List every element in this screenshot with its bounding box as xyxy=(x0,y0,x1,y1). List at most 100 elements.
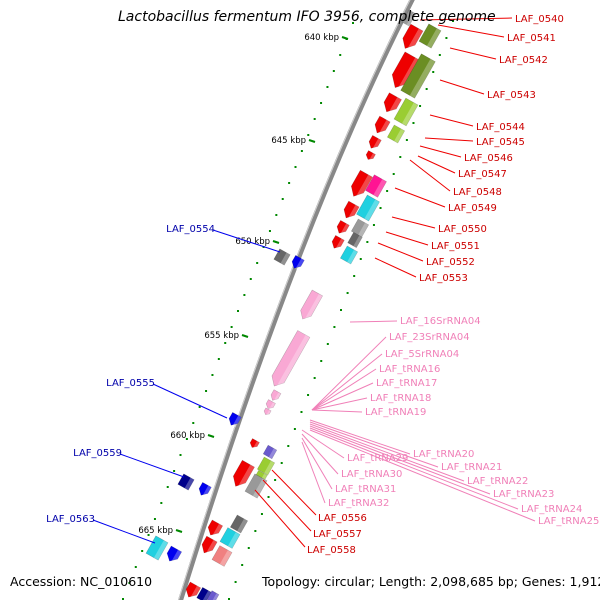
gene-feature-shape xyxy=(402,23,424,49)
kbp-tick-mark xyxy=(272,240,280,244)
gene-feature-shape xyxy=(228,411,242,426)
gene-feature-highlight xyxy=(347,249,358,265)
rna-leader-line xyxy=(311,397,368,411)
rna-label: LAF_tRNA32 xyxy=(328,498,389,509)
inner-tick-track-dot xyxy=(307,394,310,396)
inner-tick-track-dot xyxy=(438,54,441,56)
gene-feature-shape xyxy=(365,150,376,160)
inner-tick-track-dot xyxy=(274,479,277,481)
inner-tick-track-dot xyxy=(386,190,389,192)
inner-tick-track-dot xyxy=(313,377,316,379)
gene-feature xyxy=(365,174,387,198)
inner-tick-track-dot xyxy=(399,156,402,158)
outer-tick-track-dot xyxy=(217,358,220,360)
gene-leader-line xyxy=(419,145,462,158)
gene-label-LAF_0548: LAF_0548 xyxy=(453,187,502,198)
rna-label: LAF_tRNA18 xyxy=(370,393,431,404)
inner-tick-track-dot xyxy=(405,139,408,141)
rna-leader-line xyxy=(311,353,383,411)
gene-feature xyxy=(145,535,169,561)
gene-feature-highlight xyxy=(280,252,291,266)
gene-feature-highlight xyxy=(212,523,223,539)
inner-tick-track-dot xyxy=(372,224,375,226)
inner-tick-track-dot xyxy=(419,105,422,107)
gene-feature-highlight xyxy=(227,532,241,549)
outer-tick-track-dot xyxy=(185,438,188,440)
gene-feature-shape xyxy=(374,115,391,134)
inner-tick-track-dot xyxy=(260,513,263,515)
inner-tick-track-dot xyxy=(425,88,428,90)
gene-feature-highlight xyxy=(276,334,310,390)
gene-feature-shape xyxy=(198,481,212,496)
outer-tick-track-dot xyxy=(307,134,310,136)
kbp-label: 665 kbp xyxy=(138,526,173,536)
inner-tick-track-dot xyxy=(267,496,270,498)
rna-leader-line xyxy=(301,433,339,475)
outer-tick-track-dot xyxy=(205,390,208,392)
gene-feature xyxy=(347,231,363,249)
gene-feature-highlight xyxy=(409,58,436,99)
rna-label: LAF_tRNA23 xyxy=(493,489,554,500)
gene-feature-shape xyxy=(339,245,359,265)
gene-feature-shape xyxy=(201,535,218,554)
gene-feature xyxy=(166,545,183,565)
outer-tick-track-dot xyxy=(141,550,144,552)
gene-feature xyxy=(233,459,255,490)
gene-feature-highlight xyxy=(358,222,369,238)
gene-feature xyxy=(219,527,241,549)
rna-leader-line xyxy=(301,429,345,459)
inner-tick-track-dot xyxy=(445,37,448,39)
gene-feature-highlight xyxy=(232,415,242,428)
gene-feature xyxy=(400,53,436,99)
gene-feature-highlight xyxy=(373,179,387,198)
rna-label: LAF_tRNA25 xyxy=(538,516,599,527)
inner-tick-track-dot xyxy=(366,241,369,243)
outer-tick-track-dot xyxy=(352,22,354,24)
gene-label: LAF_0555 xyxy=(106,378,155,389)
map-title: Lactobacillus fermentum IFO 3956, comple… xyxy=(118,9,496,25)
inner-tick-track-dot xyxy=(452,20,454,22)
outer-tick-track-dot xyxy=(332,70,335,72)
gene-feature-shape xyxy=(368,134,382,149)
outer-tick-track-dot xyxy=(192,422,195,424)
gene-feature xyxy=(256,456,276,476)
gene-feature-shape xyxy=(383,92,402,113)
outer-tick-track-dot xyxy=(160,502,163,504)
inner-tick-track-dot xyxy=(300,411,303,413)
gene-label-LAF_0544: LAF_0544 xyxy=(476,122,525,133)
gene-feature-shape xyxy=(418,23,442,49)
gene-feature-shape xyxy=(145,535,169,561)
gene-leader-line xyxy=(119,453,185,478)
gene-feature-shape xyxy=(211,545,233,567)
inner-tick-track-dot xyxy=(353,275,356,277)
outer-tick-track-dot xyxy=(288,182,291,184)
outer-tick-track-dot xyxy=(237,310,239,312)
gene-feature-highlight xyxy=(394,128,405,144)
gene-leader-line xyxy=(419,17,513,21)
gene-feature xyxy=(418,23,442,49)
rna-leader-line xyxy=(309,419,411,455)
gene-leader-line xyxy=(394,187,446,208)
gene-feature-shape xyxy=(291,254,305,269)
gene-feature-highlight xyxy=(369,153,376,162)
gene-leader-line xyxy=(262,479,312,532)
gene-leader-line xyxy=(254,489,306,548)
gene-feature-shape xyxy=(219,527,241,549)
gene-feature-highlight xyxy=(347,204,360,221)
outer-tick-track-dot xyxy=(122,598,124,600)
gene-feature-shape xyxy=(400,53,436,99)
inner-tick-track-dot xyxy=(287,445,290,447)
gene-feature-highlight xyxy=(264,460,275,476)
genome-backbone xyxy=(178,0,415,600)
gene-feature-highlight xyxy=(406,28,424,52)
gene-feature-highlight xyxy=(190,585,201,600)
gene-feature xyxy=(271,330,311,390)
rna-label: LAF_tRNA24 xyxy=(521,504,582,515)
rna-leader-line xyxy=(311,382,374,411)
inner-tick-track-dot xyxy=(247,547,250,549)
outer-tick-track-dot xyxy=(256,262,259,264)
gene-feature xyxy=(374,115,391,136)
outer-tick-track-dot xyxy=(249,278,252,280)
gene-feature xyxy=(300,289,323,323)
rna-leader-line xyxy=(301,437,333,490)
